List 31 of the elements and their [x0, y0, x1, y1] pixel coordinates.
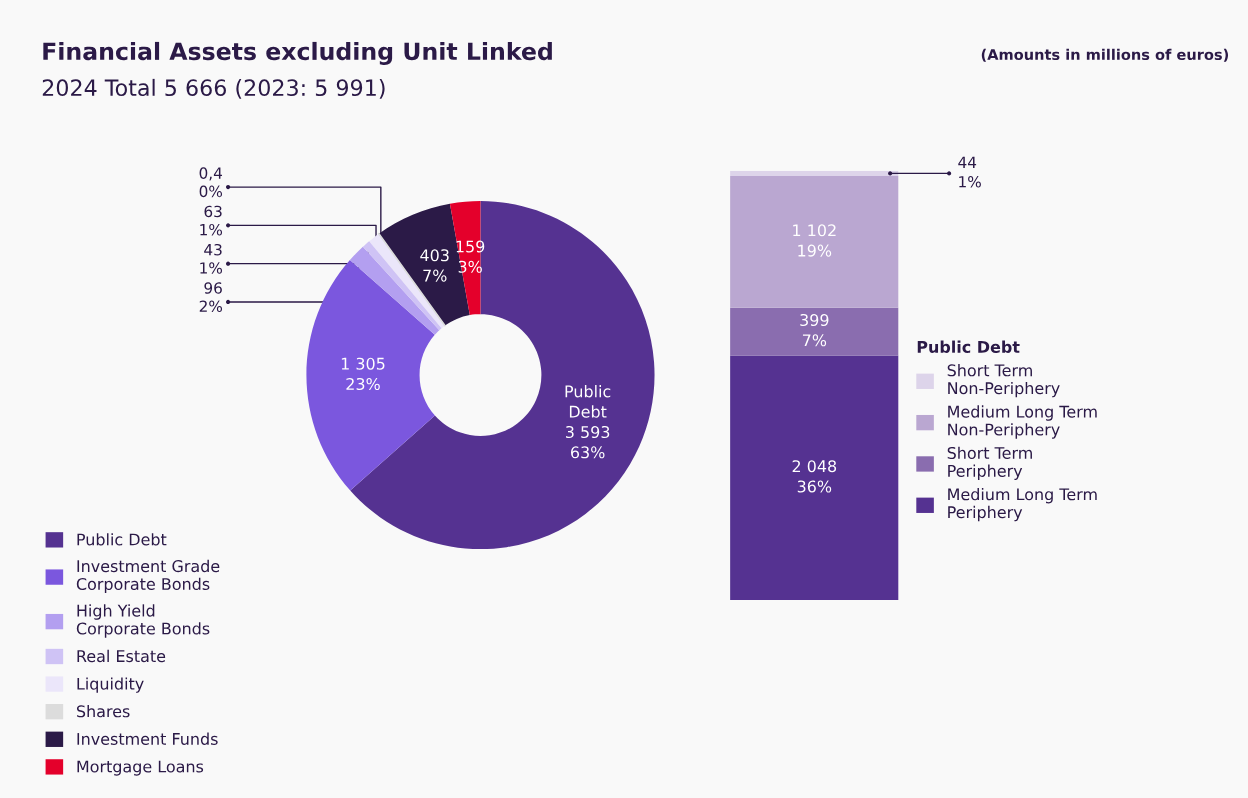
legend-label: Public Debt	[77, 533, 167, 546]
bar	[730, 170, 899, 177]
legend-label: Short Term Periphery	[947, 446, 1032, 480]
data-label: 2 048 36%	[792, 460, 837, 493]
data-label: 63 1%	[200, 205, 223, 236]
data-label: 403 7%	[420, 249, 449, 282]
legend-label: Short Term Non-Periphery	[947, 363, 1060, 398]
legend-label: Medium Long Term Non-Periphery	[948, 405, 1097, 439]
chart-subtitle: 2024 Total 5 666 (2023: 5 991)	[42, 78, 385, 99]
legend-label: Investment Funds	[77, 732, 218, 745]
data-label: 1 305 23%	[341, 357, 385, 391]
legend-label: Investment Grade Corporate Bonds	[76, 559, 220, 594]
data-label: 1 102 19%	[793, 224, 836, 257]
legend-label: Mortgage Loans	[77, 760, 204, 776]
bar	[730, 355, 899, 601]
legend-label: Liquidity	[77, 677, 144, 693]
data-label: 96 2%	[199, 282, 223, 313]
legend-label: Real Estate	[77, 649, 166, 663]
data-label: 44 1%	[958, 156, 981, 188]
text: (Amounts in millions of euros)	[981, 48, 1229, 62]
chart-title: Financial Assets excluding Unit Linked	[43, 41, 552, 65]
bar	[730, 307, 899, 356]
legend-label: Shares	[76, 704, 130, 718]
data-label: 43 1%	[200, 243, 223, 274]
legend-label: High Yield Corporate Bonds	[76, 604, 210, 638]
data-label: 0,4 0%	[199, 167, 223, 198]
legend-title: Public Debt	[917, 340, 1020, 353]
data-label: Public Debt 3 593 63%	[565, 385, 611, 459]
data-label: 399 7%	[800, 313, 829, 347]
bar	[730, 176, 899, 308]
legend-label: Medium Long Term Periphery	[948, 487, 1097, 522]
